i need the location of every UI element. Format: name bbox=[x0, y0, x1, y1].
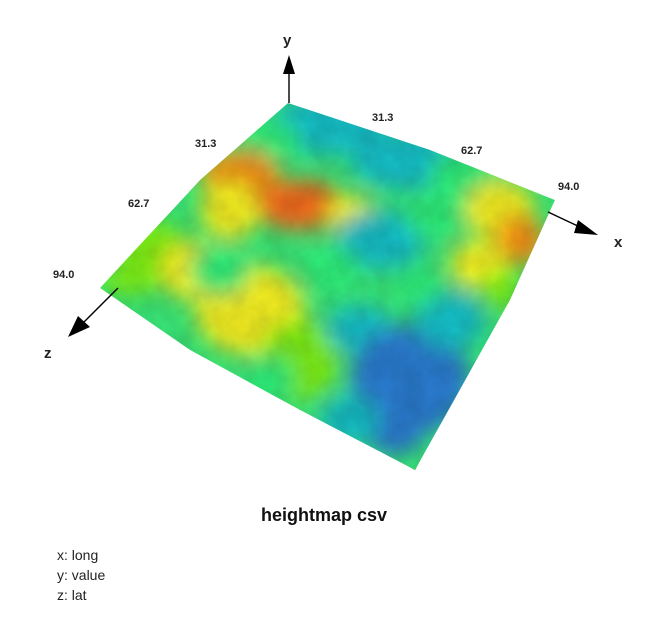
y-axis-letter: y bbox=[283, 32, 292, 49]
x-axis bbox=[547, 211, 598, 235]
z-axis bbox=[68, 287, 119, 337]
z-axis-letter: z bbox=[44, 345, 52, 362]
x-tick-label: 31.3 bbox=[372, 112, 393, 124]
legend-z: z: lat bbox=[57, 587, 87, 603]
z-tick-label: 62.7 bbox=[128, 198, 149, 210]
chart-title: heightmap csv bbox=[260, 505, 388, 525]
axis-legend: x: long y: value z: lat bbox=[57, 545, 105, 605]
y-axis bbox=[283, 55, 295, 103]
z-tick-label: 31.3 bbox=[195, 138, 216, 150]
z-tick-label: 94.0 bbox=[53, 269, 74, 281]
heightmap-surface[interactable] bbox=[100, 95, 555, 470]
x-tick-label: 62.7 bbox=[461, 145, 482, 157]
legend-x: x: long bbox=[57, 547, 99, 563]
x-tick-label: 94.0 bbox=[558, 181, 579, 193]
x-axis-letter: x bbox=[614, 234, 623, 251]
legend-y: y: value bbox=[57, 567, 106, 583]
surface-plot[interactable]: y x z 31.3 62.7 94.0 31.3 62.7 94.0 bbox=[0, 0, 648, 500]
